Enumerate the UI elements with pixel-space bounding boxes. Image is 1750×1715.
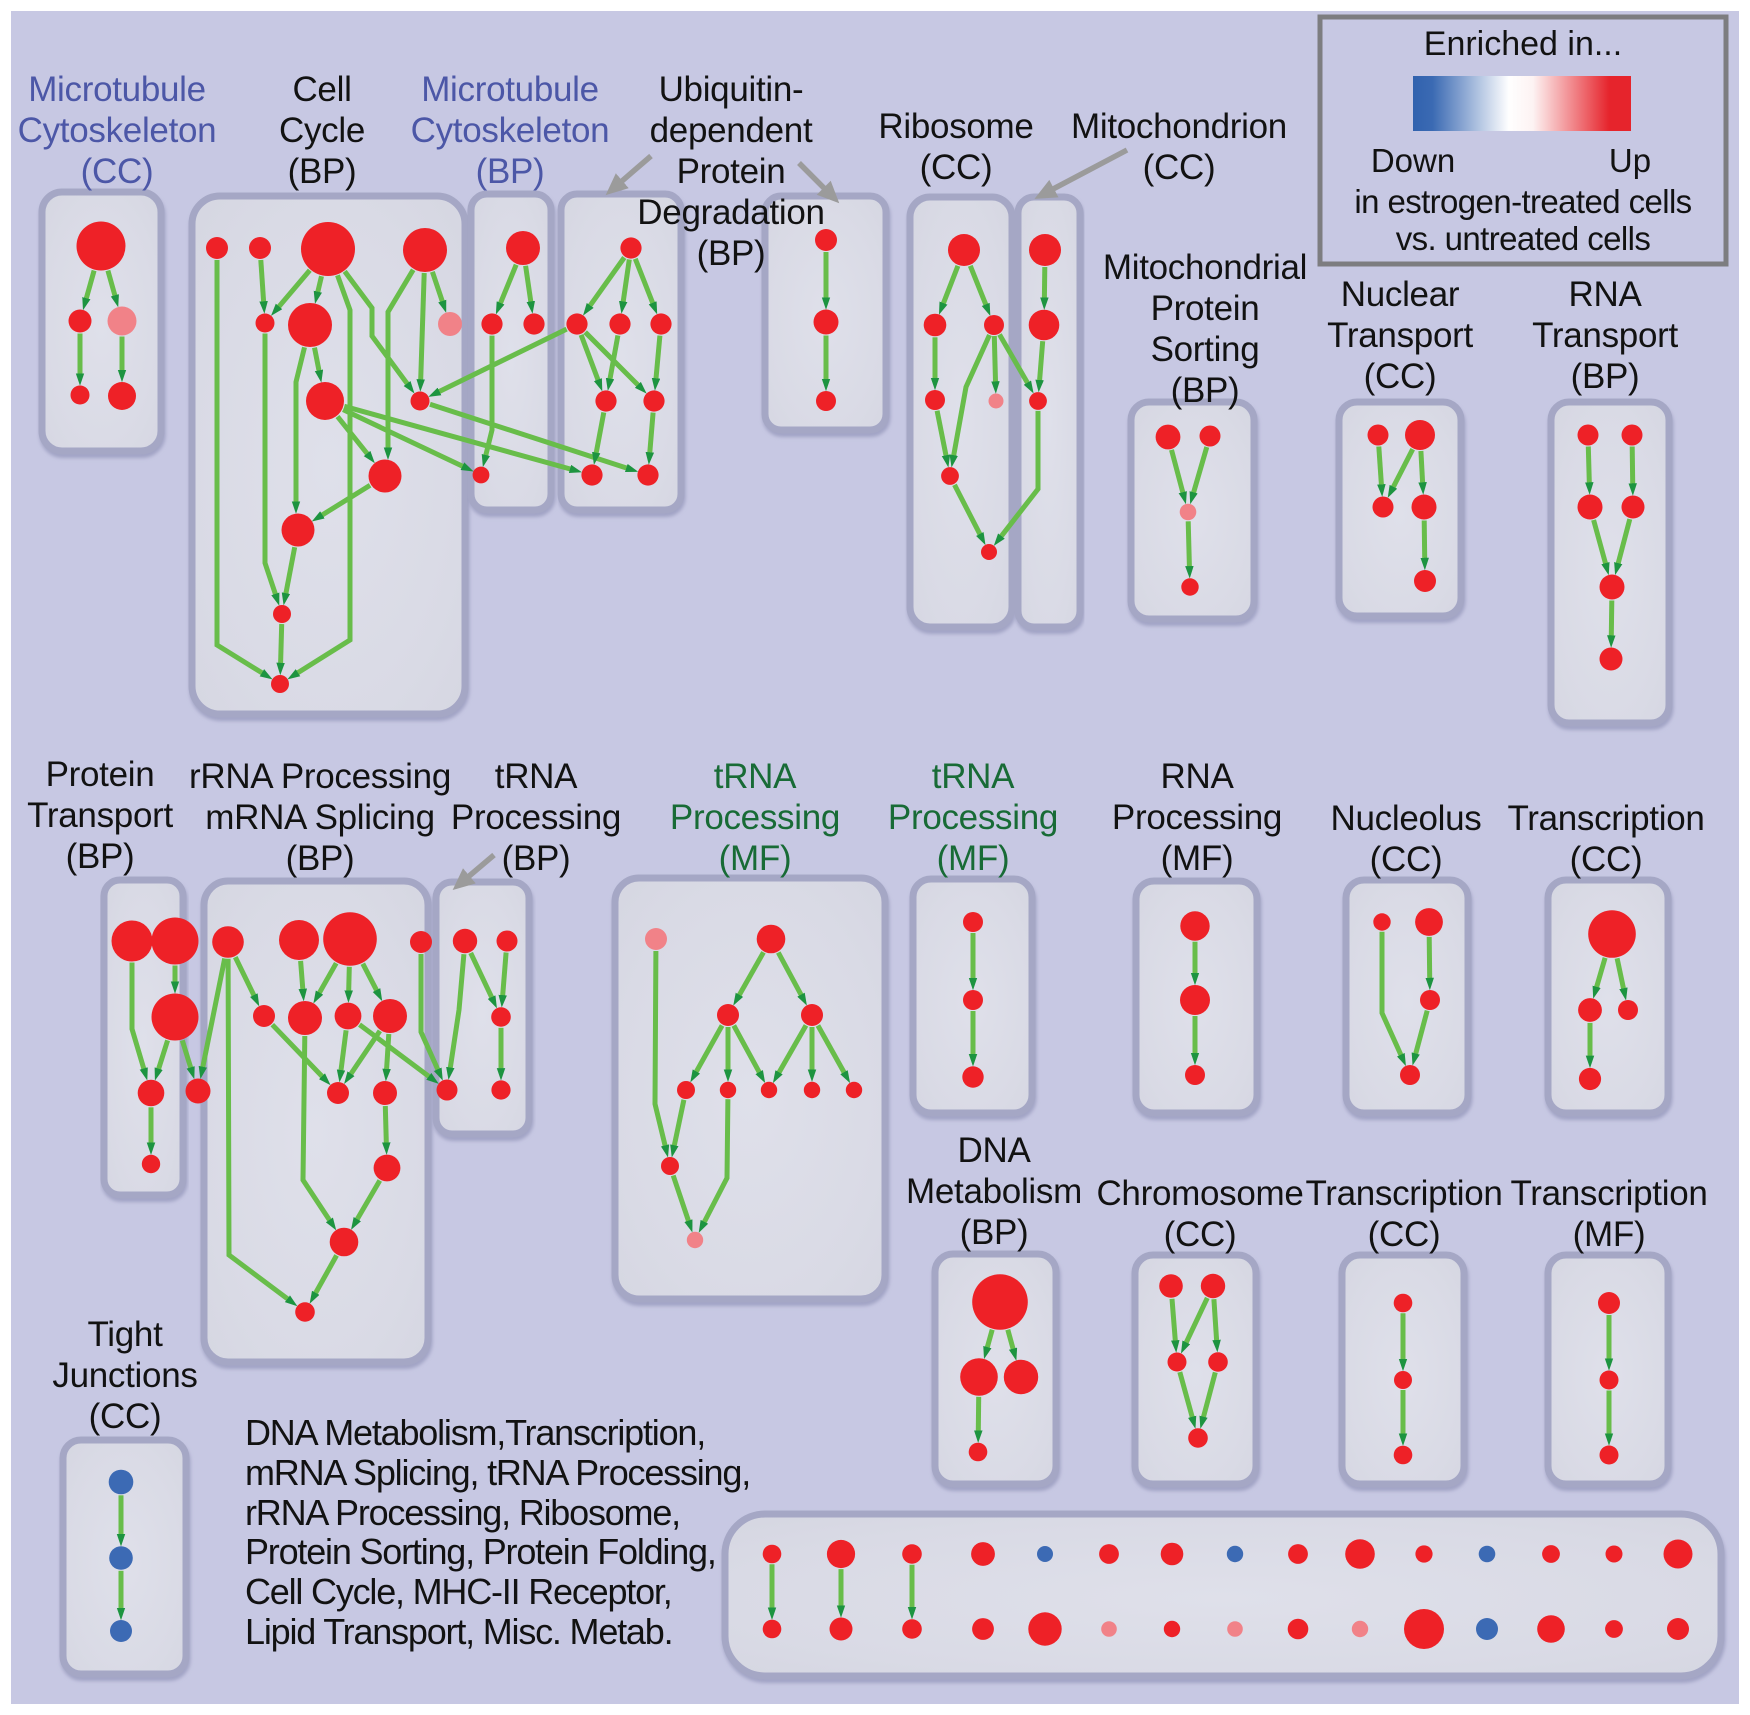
svg-text:tRNA: tRNA — [932, 757, 1015, 796]
svg-text:Processing: Processing — [888, 798, 1058, 837]
svg-text:Protein Sorting, Protein Foldi: Protein Sorting, Protein Folding, — [245, 1531, 716, 1572]
svg-text:(BP): (BP) — [66, 837, 135, 876]
svg-text:Cell Cycle, MHC-II Receptor,: Cell Cycle, MHC-II Receptor, — [245, 1571, 672, 1612]
svg-text:(MF): (MF) — [719, 839, 792, 878]
svg-text:DNA Metabolism,Transcription,: DNA Metabolism,Transcription, — [245, 1412, 705, 1453]
svg-text:(BP): (BP) — [288, 152, 357, 191]
svg-text:(CC): (CC) — [89, 1397, 162, 1436]
svg-text:Transcription: Transcription — [1305, 1174, 1502, 1213]
svg-text:(BP): (BP) — [476, 152, 545, 191]
svg-text:Lipid Transport, Misc. Metab.: Lipid Transport, Misc. Metab. — [245, 1611, 672, 1652]
svg-text:(BP): (BP) — [1571, 357, 1640, 396]
svg-text:Metabolism: Metabolism — [906, 1172, 1082, 1211]
svg-text:Processing: Processing — [670, 798, 840, 837]
svg-text:Transcription: Transcription — [1510, 1174, 1707, 1213]
svg-text:Ribosome: Ribosome — [878, 107, 1033, 146]
svg-text:Cell: Cell — [292, 70, 351, 109]
svg-text:(CC): (CC) — [1143, 148, 1216, 187]
svg-text:Chromosome: Chromosome — [1096, 1174, 1303, 1213]
svg-text:(CC): (CC) — [1570, 840, 1643, 879]
svg-text:(BP): (BP) — [960, 1213, 1029, 1252]
svg-text:Cytoskeleton: Cytoskeleton — [411, 111, 610, 150]
svg-text:Degradation: Degradation — [637, 193, 824, 232]
svg-text:rRNA Processing: rRNA Processing — [189, 757, 451, 796]
svg-text:Enriched in...: Enriched in... — [1424, 25, 1622, 63]
svg-text:(MF): (MF) — [1161, 839, 1234, 878]
svg-text:tRNA: tRNA — [495, 757, 578, 796]
svg-text:Up: Up — [1609, 142, 1651, 179]
svg-text:Protein: Protein — [46, 755, 155, 794]
svg-text:Protein: Protein — [1151, 289, 1260, 328]
svg-text:Transport: Transport — [27, 796, 173, 835]
svg-text:Sorting: Sorting — [1151, 330, 1260, 369]
svg-text:Junctions: Junctions — [52, 1356, 197, 1395]
svg-text:Processing: Processing — [451, 798, 621, 837]
svg-text:dependent: dependent — [650, 111, 813, 150]
svg-text:(CC): (CC) — [1164, 1215, 1237, 1254]
svg-text:in estrogen-treated cells: in estrogen-treated cells — [1354, 183, 1691, 220]
svg-text:Transport: Transport — [1327, 316, 1473, 355]
svg-text:Cycle: Cycle — [279, 111, 365, 150]
svg-text:(MF): (MF) — [937, 839, 1010, 878]
svg-text:Ubiquitin-: Ubiquitin- — [659, 70, 804, 109]
svg-text:Microtubule: Microtubule — [28, 70, 206, 109]
svg-text:Processing: Processing — [1112, 798, 1282, 837]
svg-text:Mitochondrion: Mitochondrion — [1071, 107, 1287, 146]
svg-text:rRNA Processing, Ribosome,: rRNA Processing, Ribosome, — [245, 1492, 680, 1533]
svg-text:Nucleolus: Nucleolus — [1331, 799, 1482, 838]
svg-text:(MF): (MF) — [1573, 1215, 1646, 1254]
svg-text:Cytoskeleton: Cytoskeleton — [18, 111, 217, 150]
svg-text:mRNA Splicing, tRNA Processing: mRNA Splicing, tRNA Processing, — [245, 1452, 750, 1493]
svg-text:Nuclear: Nuclear — [1341, 275, 1460, 314]
svg-text:Protein: Protein — [677, 152, 786, 191]
svg-text:tRNA: tRNA — [714, 757, 797, 796]
svg-text:DNA: DNA — [958, 1131, 1032, 1170]
svg-text:(BP): (BP) — [1171, 371, 1240, 410]
svg-text:(CC): (CC) — [1370, 840, 1443, 879]
svg-text:Down: Down — [1371, 142, 1455, 179]
svg-text:(CC): (CC) — [1364, 357, 1437, 396]
svg-text:(BP): (BP) — [286, 839, 355, 878]
svg-text:Transport: Transport — [1532, 316, 1678, 355]
svg-text:mRNA Splicing: mRNA Splicing — [205, 798, 435, 837]
svg-text:Tight: Tight — [87, 1315, 163, 1354]
svg-text:RNA: RNA — [1161, 757, 1235, 796]
svg-text:Mitochondrial: Mitochondrial — [1103, 248, 1307, 287]
svg-text:(BP): (BP) — [697, 234, 766, 273]
svg-text:(CC): (CC) — [81, 152, 154, 191]
svg-text:Transcription: Transcription — [1507, 799, 1704, 838]
svg-text:(CC): (CC) — [920, 148, 993, 187]
svg-text:(BP): (BP) — [502, 839, 571, 878]
svg-text:Microtubule: Microtubule — [421, 70, 599, 109]
svg-text:(CC): (CC) — [1368, 1215, 1441, 1254]
svg-text:RNA: RNA — [1569, 275, 1643, 314]
svg-text:vs. untreated cells: vs. untreated cells — [1396, 220, 1651, 257]
